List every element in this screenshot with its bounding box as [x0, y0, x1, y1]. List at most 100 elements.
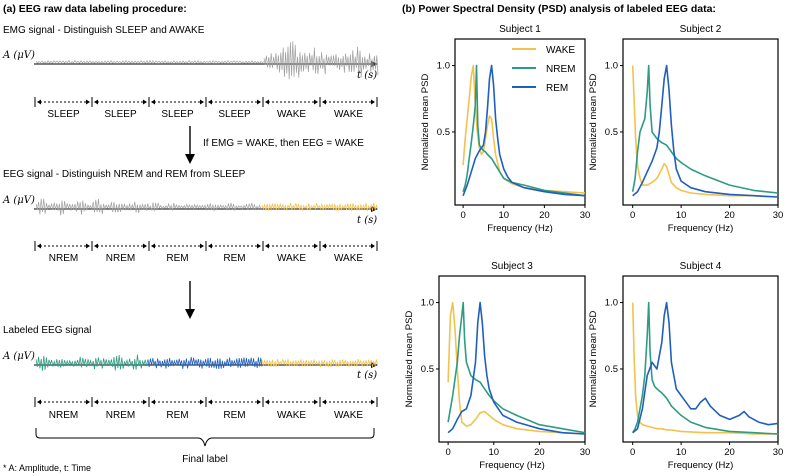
y-tick-label: 1.0 — [605, 61, 618, 72]
labeled-wake-trace — [261, 358, 379, 368]
y-tick-label: 1.0 — [605, 298, 618, 309]
segment-arrow-right — [257, 99, 261, 105]
segment-label: NREM — [106, 253, 135, 264]
subplot-title: Subject 1 — [499, 24, 541, 35]
x-tick-label: 10 — [488, 447, 499, 458]
segment-arrow-left — [322, 399, 326, 405]
y-tick-label: 0.5 — [605, 364, 618, 375]
segment-label: SLEEP — [47, 109, 80, 120]
labeled-x-axis-label: t (s) — [357, 370, 377, 381]
emg-x-axis-label: t (s) — [357, 70, 377, 81]
segment-arrow-right — [257, 399, 261, 405]
final-label-text: Final label — [182, 454, 228, 465]
x-tick-label: 10 — [676, 210, 687, 221]
segment-arrow-left — [265, 99, 269, 105]
psd-line-wake — [631, 65, 778, 198]
psd-line-rem — [462, 64, 585, 197]
segment-arrow-right — [86, 399, 90, 405]
rule-arrowhead — [185, 154, 195, 164]
x-axis-label: Frequency (Hz) — [668, 223, 733, 234]
segment-arrow-right — [200, 399, 204, 405]
psd-subplot: Subject 2 0 10 20 30 0.5 1.0 Frequency (Hz) Norm… — [588, 24, 783, 234]
segment-arrow-right — [371, 243, 375, 249]
psd-line-nrem — [447, 301, 585, 434]
y-tick-label: 0.5 — [421, 364, 434, 375]
segment-label: SLEEP — [104, 109, 137, 120]
labeled-y-axis-label: A (μV) — [2, 351, 35, 362]
emg-sleep-trace — [35, 59, 265, 65]
psd-line-wake — [631, 302, 778, 435]
x-tick-label: 30 — [580, 210, 591, 221]
segment-arrow-right — [314, 399, 318, 405]
segment-arrow-right — [371, 99, 375, 105]
segment-label: SLEEP — [218, 109, 251, 120]
segment-label: REM — [223, 253, 245, 264]
y-tick-label: 1.0 — [421, 298, 434, 309]
segment-arrow-left — [208, 399, 212, 405]
x-tick-label: 20 — [724, 210, 735, 221]
x-axis-label: Frequency (Hz) — [668, 460, 733, 471]
psd-line-rem — [447, 301, 585, 435]
segment-arrow-left — [208, 99, 212, 105]
x-tick-label: 0 — [460, 210, 465, 221]
segment-label: WAKE — [277, 253, 306, 264]
segment-label: REM — [166, 410, 188, 421]
final-label-brace — [35, 428, 375, 447]
labeled-nrem-trace — [35, 354, 149, 371]
labeled-row: Labeled EEG signal A (μV) t (s) — [2, 325, 379, 381]
segment-arrow-right — [314, 243, 318, 249]
psd-line-wake — [462, 64, 585, 194]
psd-line-wake — [447, 301, 585, 435]
x-tick-label: 10 — [498, 210, 509, 221]
segment-arrow-left — [265, 243, 269, 249]
eeg-wake-trace — [261, 202, 379, 212]
emg-row-heading: EMG signal - Distinguish SLEEP and AWAKE — [3, 25, 205, 36]
segment-arrow-left — [322, 99, 326, 105]
x-tick-label: 30 — [773, 447, 784, 458]
emg-segment-row: SLEEP SLEEP SLEEP SLEEP WAKE WAKE — [34, 97, 378, 120]
segment-arrow-right — [86, 99, 90, 105]
x-tick-label: 0 — [630, 210, 635, 221]
segment-label: WAKE — [277, 109, 306, 120]
segment-arrow-left — [94, 399, 98, 405]
y-axis-label: Normalized mean PSD — [404, 311, 415, 408]
segment-label: REM — [166, 253, 188, 264]
subplot-title: Subject 3 — [491, 261, 533, 272]
subplot-title: Subject 2 — [680, 24, 722, 35]
legend-label: WAKE — [546, 45, 575, 56]
segment-arrow-left — [94, 99, 98, 105]
panel-b-title: (b) Power Spectral Density (PSD) analysi… — [402, 3, 716, 15]
segment-label: NREM — [49, 410, 78, 421]
segment-label: NREM — [106, 410, 135, 421]
x-axis-label: Frequency (Hz) — [487, 223, 552, 234]
rule-text: If EMG = WAKE, then EEG = WAKE — [203, 138, 364, 149]
psd-line-rem — [632, 64, 778, 198]
labeling-arrowhead — [185, 309, 195, 319]
eeg-sleep-trace — [35, 198, 262, 216]
segment-arrow-left — [37, 399, 41, 405]
segment-arrow-left — [322, 243, 326, 249]
segment-label: WAKE — [277, 410, 306, 421]
x-tick-label: 30 — [773, 210, 784, 221]
footnote: * A: Amplitude, t: Time — [3, 463, 91, 473]
panel-a-title: (a) EEG raw data labeling procedure: — [3, 3, 187, 15]
psd-line-nrem — [632, 301, 778, 435]
segment-arrow-right — [257, 243, 261, 249]
eeg-y-axis-label: A (μV) — [2, 195, 35, 206]
labeled-rem-trace — [147, 357, 263, 369]
subplot-title: Subject 4 — [680, 261, 722, 272]
emg-y-axis-label: A (μV) — [2, 50, 35, 61]
segment-arrow-left — [37, 99, 41, 105]
eeg-row: EEG signal - Distinguish NREM and REM fr… — [2, 169, 379, 226]
emg-wake-trace — [263, 41, 379, 80]
y-tick-label: 1.0 — [437, 61, 450, 72]
labeled-row-heading: Labeled EEG signal — [3, 325, 91, 336]
segment-arrow-left — [151, 243, 155, 249]
emg-row: EMG signal - Distinguish SLEEP and AWAKE… — [2, 25, 379, 81]
segment-arrow-left — [94, 243, 98, 249]
x-axis-label: Frequency (Hz) — [479, 460, 544, 471]
eeg-segment-row: NREM NREM REM REM WAKE WAKE — [34, 241, 378, 264]
segment-arrow-right — [86, 243, 90, 249]
plot-frame — [622, 38, 779, 206]
